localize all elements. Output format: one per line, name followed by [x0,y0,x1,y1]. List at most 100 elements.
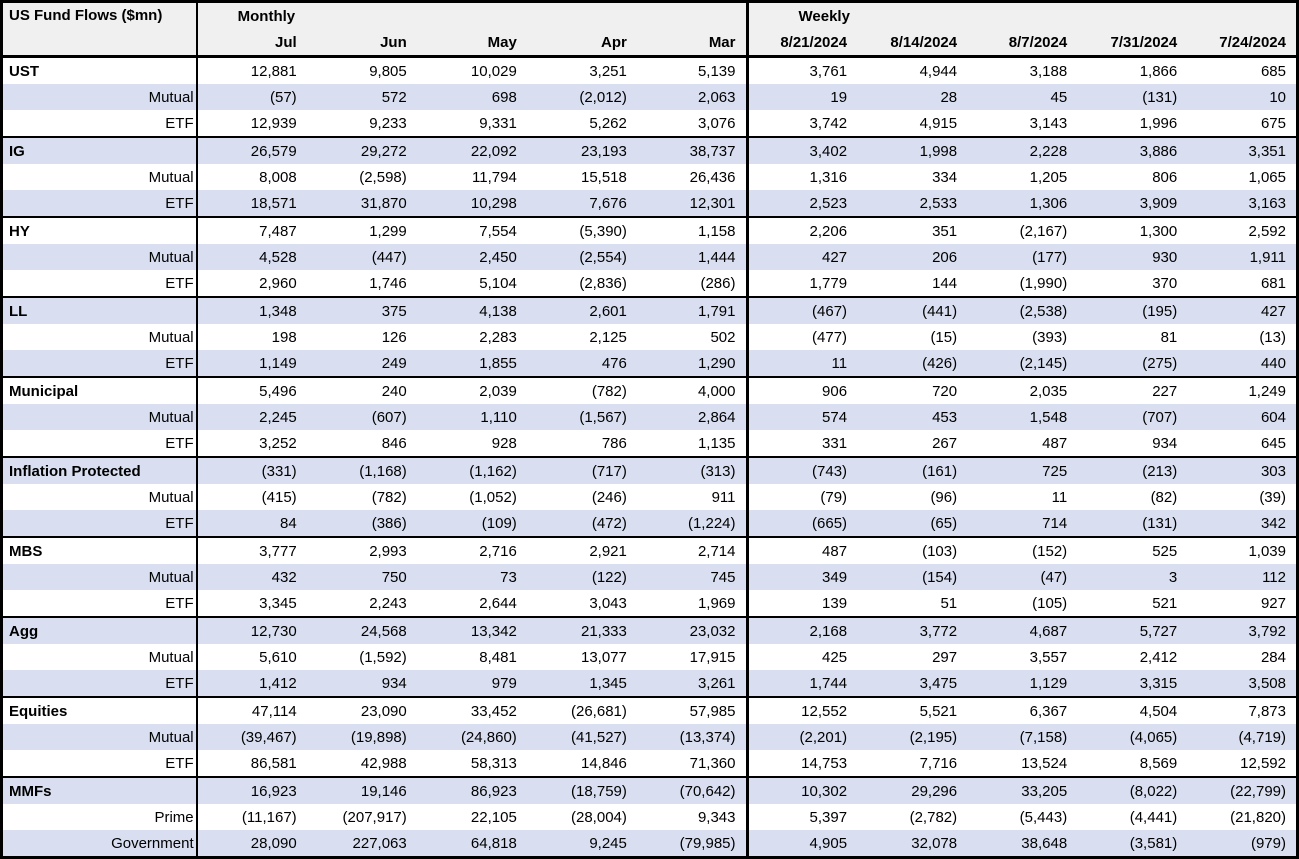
value-cell: 12,939 [196,110,307,137]
table-row: ETF 12,939 9,233 9,331 5,262 3,076 3,742 4,915 3… [1,110,1298,137]
value-cell: 427 [745,244,858,270]
column-header-8-7-2024: 8/7/2024 [967,29,1078,57]
table-row: Government 28,090 227,063 64,818 9,245 (79,98… [1,830,1298,858]
value-cell: 572 [306,84,417,110]
value-cell: 284 [1187,644,1298,670]
table-row: HY 7,487 1,299 7,554 (5,390) 1,158 2,206 351 (2,… [1,216,1298,244]
row-sub-label: Government [1,830,198,858]
value-cell: 979 [416,670,527,697]
value-cell: 2,125 [526,324,637,350]
value-cell: 33,452 [416,696,527,724]
table-row: LL 1,348 375 4,138 2,601 1,791 (467) (441) (2,53… [1,296,1298,324]
table-row: MMFs 16,923 19,146 86,923 (18,759) (70,642) 10… [1,776,1298,804]
value-cell: 487 [745,536,858,564]
value-cell: 5,496 [196,376,307,404]
value-cell: 2,714 [636,536,747,564]
value-cell: 51 [857,590,968,617]
value-cell: (3,581) [1077,830,1188,858]
value-cell: 574 [745,404,858,430]
row-group-label: Equities [1,696,198,724]
value-cell: (477) [745,324,858,350]
value-cell: 2,644 [416,590,527,617]
value-cell: 12,301 [636,190,747,217]
value-cell: 3,043 [526,590,637,617]
value-cell: 1,779 [745,270,858,297]
value-cell: 2,921 [526,536,637,564]
page-title: US Fund Flows ($mn) [1,1,198,57]
row-group-label: UST [1,55,198,84]
value-cell: (96) [857,484,968,510]
value-cell: (105) [967,590,1078,617]
value-cell: 1,300 [1077,216,1188,244]
value-cell: (79) [745,484,858,510]
value-cell: (447) [306,244,417,270]
value-cell: 7,554 [416,216,527,244]
column-header-7-24-2024: 7/24/2024 [1187,29,1298,57]
value-cell: 31,870 [306,190,417,217]
row-sub-label: ETF [1,350,198,377]
table-row: Mutual 8,008 (2,598) 11,794 15,518 26,436 1,31… [1,164,1298,190]
value-cell: 198 [196,324,307,350]
table-row: ETF 3,345 2,243 2,644 3,043 1,969 139 51 (105) 52… [1,590,1298,617]
monthly-section-header: Monthly [196,1,747,29]
value-cell: 806 [1077,164,1188,190]
value-cell: 2,206 [745,216,858,244]
value-cell: 1,791 [636,296,747,324]
value-cell: 42,988 [306,750,417,777]
value-cell: (39) [1187,484,1298,510]
value-cell: 2,960 [196,270,307,297]
value-cell: 47,114 [196,696,307,724]
row-group-label: MMFs [1,776,198,804]
value-cell: 26,579 [196,136,307,164]
value-cell: 71,360 [636,750,747,777]
value-cell: 1,866 [1077,55,1188,84]
value-cell: 1,129 [967,670,1078,697]
value-cell: 5,610 [196,644,307,670]
value-cell: 206 [857,244,968,270]
value-cell: 1,316 [745,164,858,190]
value-cell: 11,794 [416,164,527,190]
row-group-label: MBS [1,536,198,564]
value-cell: 17,915 [636,644,747,670]
value-cell: (782) [526,376,637,404]
value-cell: 3,251 [526,55,637,84]
value-cell: 26,436 [636,164,747,190]
value-cell: 1,855 [416,350,527,377]
value-cell: 521 [1077,590,1188,617]
value-cell: (782) [306,484,417,510]
value-cell: 3,475 [857,670,968,697]
value-cell: 5,397 [745,804,858,830]
value-cell: 84 [196,510,307,537]
value-cell: 38,737 [636,136,747,164]
value-cell: 2,993 [306,536,417,564]
value-cell: (2,598) [306,164,417,190]
value-cell: 3 [1077,564,1188,590]
table-row: Inflation Protected (331) (1,168) (1,162) (7… [1,456,1298,484]
value-cell: 73 [416,564,527,590]
table-row: Agg 12,730 24,568 13,342 21,333 23,032 2,168 3,… [1,616,1298,644]
value-cell: 1,205 [967,164,1078,190]
value-cell: 2,412 [1077,644,1188,670]
value-cell: 427 [1187,296,1298,324]
value-cell: 1,135 [636,430,747,457]
value-cell: 227,063 [306,830,417,858]
value-cell: (131) [1077,510,1188,537]
value-cell: 1,969 [636,590,747,617]
value-cell: 18,571 [196,190,307,217]
value-cell: 927 [1187,590,1298,617]
value-cell: (2,554) [526,244,637,270]
value-cell: 4,944 [857,55,968,84]
value-cell: 1,548 [967,404,1078,430]
value-cell: 126 [306,324,417,350]
value-cell: (1,592) [306,644,417,670]
value-cell: 4,000 [636,376,747,404]
value-cell: 9,805 [306,55,417,84]
value-cell: 1,348 [196,296,307,324]
row-group-label: Inflation Protected [1,456,198,484]
table-row: ETF 1,412 934 979 1,345 3,261 1,744 3,475 1,129 3… [1,670,1298,697]
value-cell: (65) [857,510,968,537]
value-cell: (82) [1077,484,1188,510]
value-cell: (275) [1077,350,1188,377]
value-cell: 9,245 [526,830,637,858]
